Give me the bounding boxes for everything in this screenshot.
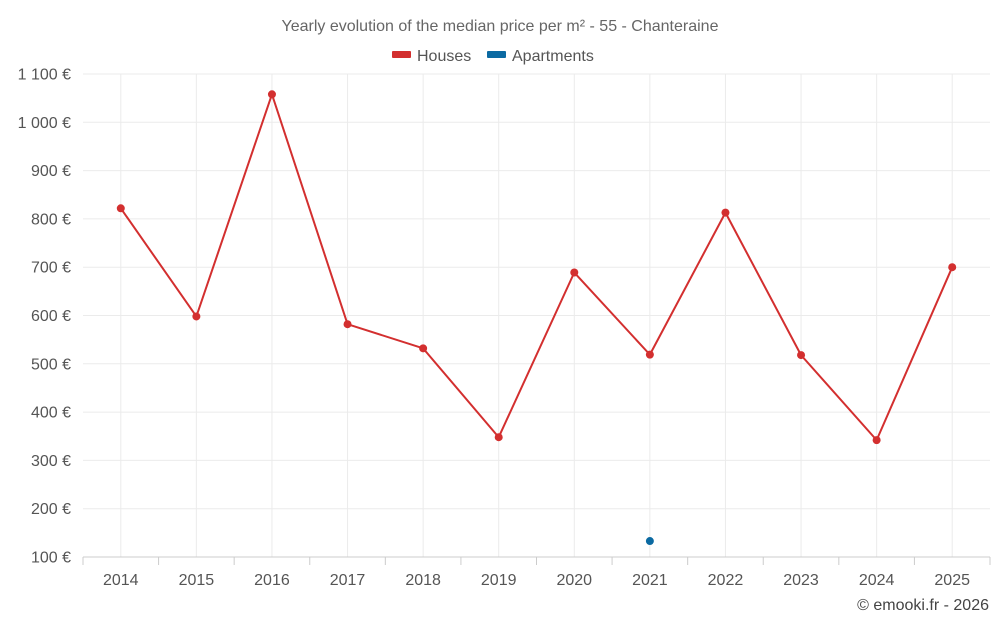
chart-title: Yearly evolution of the median price per… xyxy=(282,18,719,35)
x-tick-label: 2019 xyxy=(481,572,517,589)
y-tick-label: 100 € xyxy=(31,550,71,567)
data-point-houses-2025[interactable] xyxy=(948,263,957,272)
data-point-apartments-2021[interactable] xyxy=(645,537,654,546)
y-tick-label: 1 000 € xyxy=(18,115,71,132)
x-tick-label: 2024 xyxy=(859,572,895,589)
data-point-houses-2018[interactable] xyxy=(419,344,428,353)
y-tick-label: 200 € xyxy=(31,501,71,518)
y-tick-label: 600 € xyxy=(31,308,71,325)
data-point-houses-2021[interactable] xyxy=(645,350,654,359)
legend-swatch-apartments xyxy=(487,51,506,58)
data-point-houses-2020[interactable] xyxy=(570,268,579,277)
x-tick-label: 2022 xyxy=(708,572,744,589)
x-tick-label: 2023 xyxy=(783,572,819,589)
credit-text: © emooki.fr - 2026 xyxy=(857,597,989,614)
legend-label-apartments: Apartments xyxy=(512,48,594,65)
x-tick-label: 2014 xyxy=(103,572,139,589)
x-tick-label: 2020 xyxy=(556,572,592,589)
legend-item-houses[interactable]: Houses xyxy=(392,48,471,65)
grid xyxy=(83,73,990,557)
y-tick-label: 900 € xyxy=(31,163,71,180)
y-tick-label: 400 € xyxy=(31,405,71,422)
legend-item-apartments[interactable]: Apartments xyxy=(487,48,594,65)
x-tick-label: 2025 xyxy=(934,572,970,589)
data-point-houses-2015[interactable] xyxy=(192,312,201,321)
x-tick-label: 2015 xyxy=(179,572,215,589)
axes: 100 € 200 € 300 € 400 € 500 € 600 € 700 € 800 €… xyxy=(18,67,991,589)
y-tick-label: 1 100 € xyxy=(18,67,71,84)
data-point-houses-2023[interactable] xyxy=(797,351,806,360)
x-tick-label: 2018 xyxy=(405,572,441,589)
series-line-houses xyxy=(119,93,954,442)
data-point-houses-2019[interactable] xyxy=(494,433,503,442)
y-tick-label: 700 € xyxy=(31,260,71,277)
data-point-houses-2022[interactable] xyxy=(721,208,730,217)
x-tick-label: 2016 xyxy=(254,572,290,589)
data-point-houses-2014[interactable] xyxy=(116,204,125,213)
legend-swatch-houses xyxy=(392,51,411,58)
legend-label-houses: Houses xyxy=(417,48,471,65)
legend: Houses Apartments xyxy=(392,48,594,65)
y-tick-label: 800 € xyxy=(31,211,71,228)
data-point-houses-2016[interactable] xyxy=(267,90,276,99)
y-tick-label: 300 € xyxy=(31,453,71,470)
x-tick-label: 2017 xyxy=(330,572,366,589)
x-tick-label: 2021 xyxy=(632,572,668,589)
y-tick-label: 500 € xyxy=(31,356,71,373)
data-point-houses-2017[interactable] xyxy=(343,320,352,329)
series xyxy=(116,90,957,546)
data-point-houses-2024[interactable] xyxy=(872,436,881,445)
